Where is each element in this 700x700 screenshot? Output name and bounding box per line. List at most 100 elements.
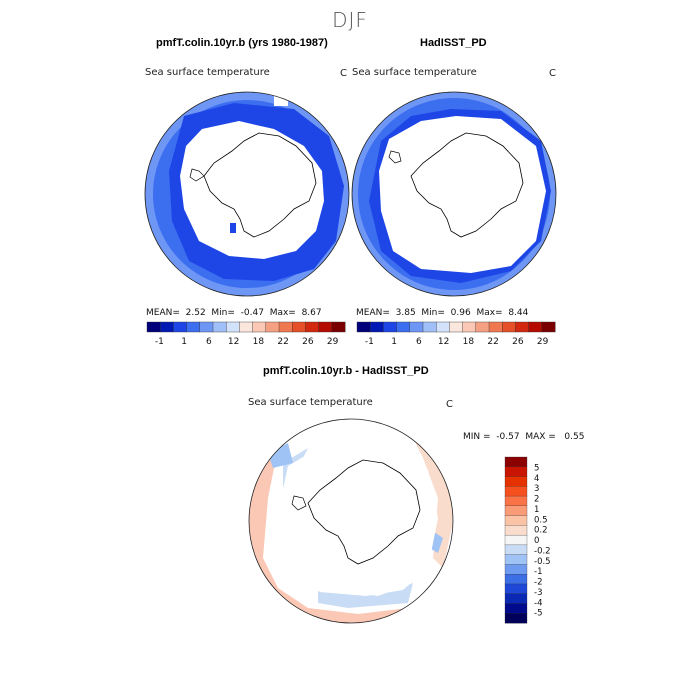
diff-colorbar-tick-label: -5: [534, 609, 542, 619]
panel1-max-label: Max=: [269, 308, 296, 318]
colorbar-tick-label: 6: [416, 337, 422, 347]
diff-colorbar-swatch: [504, 476, 528, 487]
diff-colorbar-tick-label: -3: [534, 588, 542, 598]
colorbar-swatch: [396, 321, 411, 333]
diff-colorbar-tick-label: -4: [534, 598, 542, 608]
colorbar-swatch: [146, 321, 161, 333]
diff-colorbar-tick-label: 1: [534, 505, 539, 515]
diff-colorbar-tick-label: -2: [534, 578, 542, 588]
colorbar-swatch: [449, 321, 464, 333]
panel3-subtitle: Sea surface temperature: [248, 397, 373, 408]
colorbar-tick-label: 18: [253, 337, 265, 347]
colorbar-swatch: [318, 321, 333, 333]
panel2-mean-label: MEAN=: [356, 308, 390, 318]
colorbar-tick-label: -1: [155, 337, 164, 347]
panel2-max-value: 8.44: [508, 308, 529, 318]
panel1-sea-patch: [230, 223, 236, 233]
panel3-max-label: MAX =: [525, 432, 556, 442]
panel2-ice-region: [379, 116, 546, 273]
colorbar-swatch: [369, 321, 384, 333]
diff-colorbar-tick-label: 2: [534, 495, 539, 505]
colorbar-tick-label: 29: [327, 337, 339, 347]
panel2-mean-value: 3.85: [395, 308, 416, 318]
colorbar-swatch: [462, 321, 477, 333]
diff-colorbar-tick-label: 0.2: [534, 526, 548, 536]
colorbar-tick-label: 22: [277, 337, 288, 347]
colorbar-tick-label: 12: [438, 337, 449, 347]
diff-colorbar-swatch: [504, 554, 528, 565]
season-title: DJF: [332, 8, 368, 32]
panel2-max-label: Max=: [476, 308, 503, 318]
colorbar-swatch: [515, 321, 530, 333]
panel3-antarctica-coast: [307, 459, 421, 565]
colorbar-swatch: [225, 321, 240, 333]
diff-colorbar-swatch: [504, 525, 528, 536]
diff-colorbar-swatch: [504, 593, 528, 604]
panel3-masked-region: [281, 443, 438, 596]
panel2-min-label: Min=: [421, 308, 445, 318]
panel1-unit: C: [340, 68, 347, 79]
diff-colorbar-tick-label: 4: [534, 474, 539, 484]
colorbar-swatch: [435, 321, 450, 333]
panel2-stats: MEAN= 3.85 Min= 0.96 Max= 8.44: [356, 308, 528, 318]
panel1-min-label: Min=: [211, 308, 235, 318]
panel2-title: HadISST_PD: [420, 37, 487, 49]
panel3-map-border: [248, 418, 454, 624]
diff-colorbar-swatch: [504, 583, 528, 595]
colorbar-swatch: [409, 321, 424, 333]
panel1-subtitle: Sea surface temperature: [145, 67, 270, 78]
colorbar-swatch: [159, 321, 174, 333]
panel3-peninsula-coast: [291, 495, 307, 511]
diff-colorbar-swatch: [504, 486, 528, 497]
panel1-mean-value: 2.52: [185, 308, 206, 318]
colorbar-tick-label: 6: [206, 337, 212, 347]
panel2-map: [351, 91, 557, 297]
colorbar-swatch: [305, 321, 320, 333]
diff-colorbar-swatch: [504, 544, 528, 556]
panel1-stats: MEAN= 2.52 Min= -0.47 Max= 8.67: [146, 308, 322, 318]
panel2-min-value: 0.96: [450, 308, 471, 318]
colorbar-swatch: [173, 321, 188, 333]
panel3-title: pmfT.colin.10yr.b - HadISST_PD: [263, 365, 429, 377]
colorbar-swatch: [383, 321, 398, 333]
colorbar-swatch: [331, 321, 346, 333]
panel3-map: [248, 418, 454, 624]
diff-colorbar-tick-label: 5: [534, 463, 539, 473]
colorbar-swatch: [488, 321, 503, 333]
panel2-map-border: [351, 91, 557, 297]
diff-colorbar-swatch: [504, 613, 528, 624]
diff-colorbar-tick-label: -1: [534, 567, 542, 577]
colorbar-tick-label: 1: [181, 337, 187, 347]
panel1-title: pmfT.colin.10yr.b (yrs 1980-1987): [156, 37, 328, 49]
panel2-subtitle: Sea surface temperature: [352, 67, 477, 78]
panel1-ice-patch: [274, 96, 288, 106]
diff-colorbar-tick-label: 0.5: [534, 515, 548, 525]
diff-colorbar-swatch: [504, 466, 528, 477]
colorbar-swatch: [239, 321, 254, 333]
diff-colorbar-tick-label: -0.5: [534, 557, 551, 567]
colorbar-swatch: [186, 321, 201, 333]
panel1-max-value: 8.67: [301, 308, 322, 318]
colorbar-swatch: [212, 321, 227, 333]
diff-colorbar-swatch: [504, 603, 528, 614]
panel3-stats: MIN = -0.57 MAX = 0.55: [463, 432, 584, 442]
colorbar-tick-label: 1: [391, 337, 397, 347]
diff-colorbar-tick-label: 0: [534, 536, 539, 546]
diff-colorbar-swatch: [504, 534, 528, 546]
diff-colorbar-swatch: [504, 505, 528, 517]
colorbar-tick-label: 18: [463, 337, 475, 347]
diff-colorbar-swatch: [504, 495, 528, 507]
panel2-colorbar: -1 1 6 12 18 22 26 29: [356, 321, 556, 347]
colorbar-swatch: [278, 321, 293, 333]
colorbar-tick-label: 12: [228, 337, 239, 347]
colorbar-swatch: [291, 321, 306, 333]
panel3-max-value: 0.55: [564, 432, 585, 442]
panel1-map: [144, 91, 350, 297]
panel1-map-border: [144, 91, 350, 297]
colorbar-swatch: [199, 321, 214, 333]
panel3-cool-patch-nw: [268, 443, 293, 468]
panel1-colorbar: -1 1 6 12 18 22 26 29: [146, 321, 346, 347]
diff-colorbar-swatch: [504, 515, 528, 526]
panel3-min-label: MIN =: [463, 432, 491, 442]
